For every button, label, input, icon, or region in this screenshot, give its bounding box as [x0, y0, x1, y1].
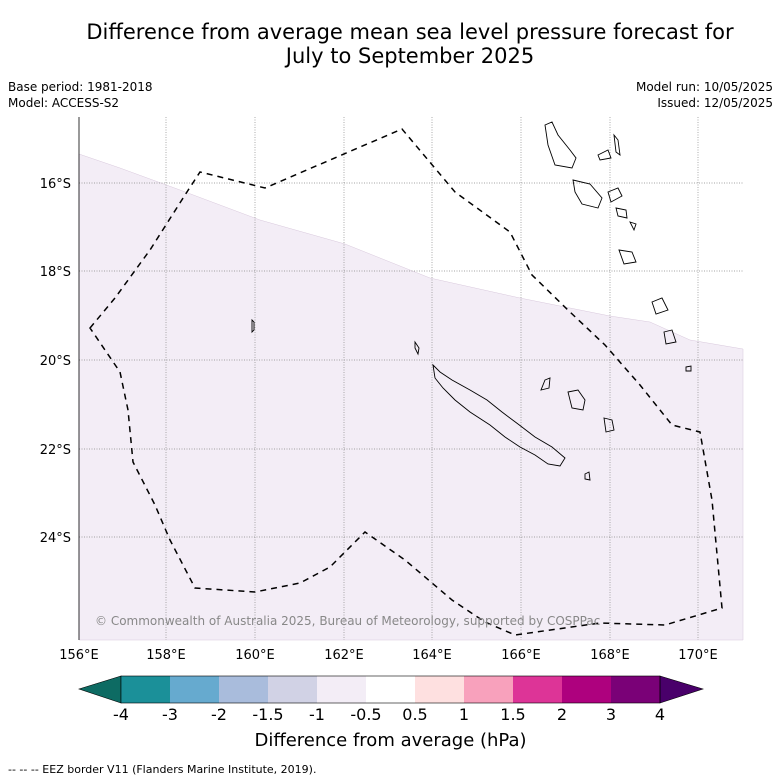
lat-labels: 16°S 18°S 20°S 22°S 24°S	[40, 177, 71, 546]
eez-legend: -- -- -- EEZ border V11 (Flanders Marine…	[8, 763, 317, 776]
colorbar-tick: -2	[211, 705, 227, 724]
colorbar-high-arrow	[659, 675, 705, 704]
meta-left: Base period: 1981-2018 Model: ACCESS-S2	[8, 79, 153, 111]
lon-label: 162°E	[324, 648, 364, 663]
colorbar-swatch	[219, 676, 268, 703]
colorbar-tick: 2	[556, 705, 568, 724]
lat-label: 24°S	[40, 531, 71, 546]
colorbar-tick: 1.5	[500, 705, 526, 724]
base-period: Base period: 1981-2018	[8, 80, 153, 94]
lon-label: 156°E	[59, 648, 99, 663]
lon-label: 160°E	[235, 648, 275, 663]
vanuatu-coast	[544, 121, 577, 169]
colorbar	[78, 675, 705, 704]
colorbar-swatch	[317, 676, 366, 703]
colorbar-tick: 3	[605, 705, 617, 724]
colorbar-swatch	[415, 676, 464, 703]
colorbar-low-arrow	[78, 675, 122, 704]
colorbar-tick: -0.5	[350, 705, 382, 724]
copyright-notice: © Commonwealth of Australia 2025, Bureau…	[95, 614, 601, 628]
lon-labels: 156°E 158°E 160°E 162°E 164°E 166°E 168°…	[59, 648, 718, 663]
lat-label: 18°S	[40, 265, 71, 280]
colorbar-swatch	[611, 676, 660, 703]
model-run: Model run: 10/05/2025	[635, 80, 773, 94]
model-name: Model: ACCESS-S2	[8, 96, 120, 110]
lat-label: 16°S	[40, 177, 71, 192]
issued-date: Issued: 12/05/2025	[657, 96, 773, 110]
colorbar-tick: -1	[309, 705, 325, 724]
lon-label: 166°E	[501, 648, 541, 663]
coastlines	[251, 121, 692, 481]
title-line-2: July to September 2025	[285, 44, 535, 68]
colorbar-tick: -4	[113, 705, 129, 724]
new-caledonia-coast	[432, 363, 566, 467]
eez-border	[89, 128, 723, 636]
colorbar-swatch	[121, 676, 170, 703]
colorbar-swatch	[170, 676, 219, 703]
colorbar-title: Difference from average (hPa)	[254, 730, 527, 751]
colorbar-tick: 1	[458, 705, 470, 724]
colorbar-tick: -1.5	[252, 705, 284, 724]
colorbar-swatch	[562, 676, 611, 703]
lon-label: 164°E	[412, 648, 452, 663]
colorbar-swatch	[464, 676, 513, 703]
anomaly-shading	[78, 153, 744, 641]
colorbar-tick: -3	[162, 705, 178, 724]
title-line-1: Difference from average mean sea level p…	[86, 20, 734, 44]
colorbar-swatch	[268, 676, 317, 703]
colorbar-swatch	[513, 676, 562, 703]
colorbar-tick: 0.5	[402, 705, 428, 724]
gridlines	[79, 117, 743, 640]
lon-label: 158°E	[146, 648, 186, 663]
colorbar-tick: 4	[654, 705, 666, 724]
lon-label: 170°E	[678, 648, 718, 663]
lat-label: 22°S	[40, 443, 71, 458]
meta-right: Model run: 10/05/2025 Issued: 12/05/2025	[636, 79, 773, 111]
lat-label: 20°S	[40, 354, 71, 369]
colorbar-frame	[120, 675, 661, 704]
lon-label: 168°E	[590, 648, 630, 663]
colorbar-swatch	[366, 676, 415, 703]
